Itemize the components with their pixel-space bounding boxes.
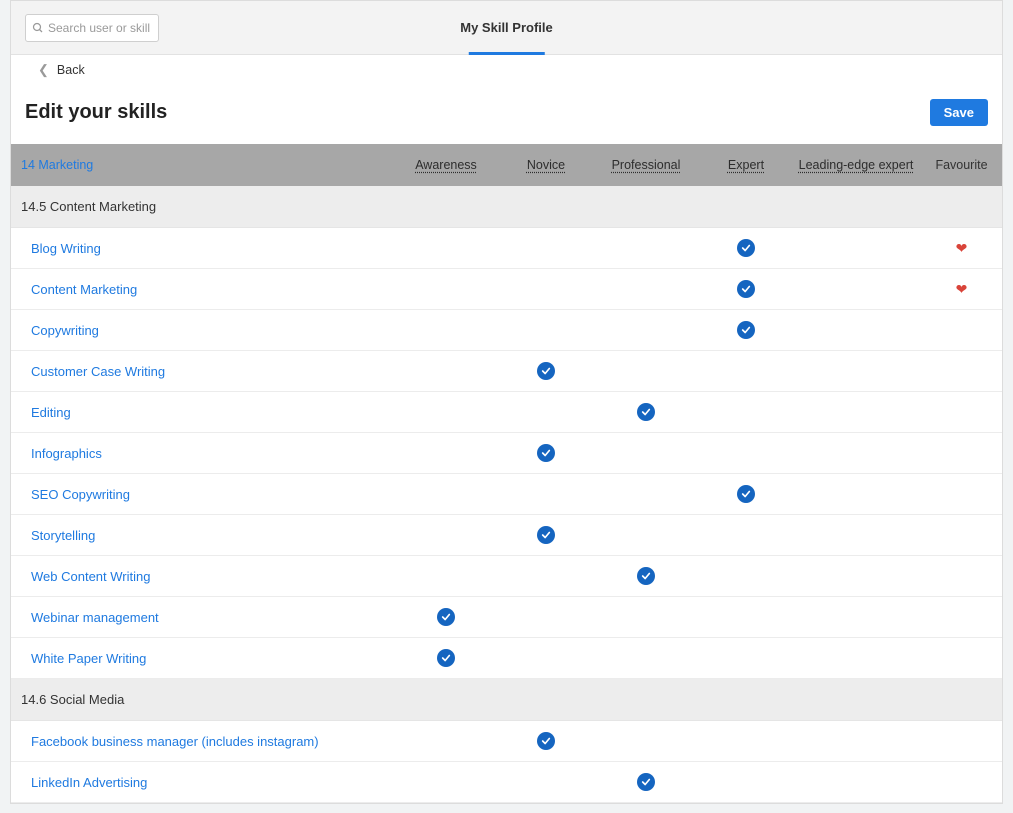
skill-row: Editing [11,392,1002,433]
tab-label: My Skill Profile [460,20,552,35]
col-professional[interactable]: Professional [591,158,701,172]
search-input[interactable] [48,21,152,35]
check-icon [737,321,755,339]
level-cell-professional[interactable] [591,567,701,585]
check-icon [737,485,755,503]
heart-icon: ❤ [956,240,968,257]
back-label: Back [57,63,85,77]
check-icon [537,362,555,380]
check-icon [537,444,555,462]
check-icon [637,773,655,791]
check-icon [637,567,655,585]
skill-row: SEO Copywriting [11,474,1002,515]
level-cell-expert[interactable] [701,239,791,257]
favourite-cell[interactable]: ❤ [921,240,1002,257]
section-header: 14.5 Content Marketing [11,186,1002,228]
level-cell-novice[interactable] [501,732,591,750]
col-favourite: Favourite [921,158,1002,172]
level-cell-professional[interactable] [591,773,701,791]
skill-row: Copywriting [11,310,1002,351]
skill-row: Storytelling [11,515,1002,556]
skill-name-link[interactable]: Editing [11,405,391,420]
skill-name-link[interactable]: Content Marketing [11,282,391,297]
skill-name-link[interactable]: Copywriting [11,323,391,338]
check-icon [537,732,555,750]
tab-my-skill-profile[interactable]: My Skill Profile [460,1,552,54]
level-cell-awareness[interactable] [391,649,501,667]
back-link[interactable]: ❮ Back [11,55,1002,85]
skill-name-link[interactable]: White Paper Writing [11,651,391,666]
skill-row: Webinar management [11,597,1002,638]
skill-name-link[interactable]: Facebook business manager (includes inst… [11,734,391,749]
chevron-left-icon: ❮ [38,62,49,78]
level-cell-novice[interactable] [501,362,591,380]
skill-row: White Paper Writing [11,638,1002,679]
top-bar: My Skill Profile [11,1,1002,55]
page-title: Edit your skills [25,101,167,124]
search-icon [32,22,44,34]
check-icon [737,280,755,298]
check-icon [737,239,755,257]
skill-row: Web Content Writing [11,556,1002,597]
favourite-cell[interactable]: ❤ [921,281,1002,298]
level-cell-expert[interactable] [701,321,791,339]
skill-row: Content Marketing ❤ [11,269,1002,310]
save-button[interactable]: Save [930,99,988,126]
skill-name-link[interactable]: Web Content Writing [11,569,391,584]
skill-row: LinkedIn Advertising [11,762,1002,803]
level-cell-awareness[interactable] [391,608,501,626]
tab-active-underline [468,52,544,55]
skill-row: Facebook business manager (includes inst… [11,721,1002,762]
check-icon [437,608,455,626]
skill-name-link[interactable]: SEO Copywriting [11,487,391,502]
section-header: 14.6 Social Media [11,679,1002,721]
skills-rows: 14.5 Content MarketingBlog Writing❤Conte… [11,186,1002,803]
level-cell-expert[interactable] [701,280,791,298]
check-icon [537,526,555,544]
col-awareness[interactable]: Awareness [391,158,501,172]
search-box[interactable] [25,14,159,42]
col-leading-edge[interactable]: Leading-edge expert [791,158,921,172]
category-link[interactable]: 14 Marketing [21,158,93,172]
check-icon [637,403,655,421]
level-cell-expert[interactable] [701,485,791,503]
level-cell-novice[interactable] [501,444,591,462]
skills-table-header: 14 Marketing Awareness Novice Profession… [11,144,1002,186]
skill-row: Customer Case Writing [11,351,1002,392]
skill-name-link[interactable]: Storytelling [11,528,391,543]
check-icon [437,649,455,667]
heart-icon: ❤ [956,281,968,298]
title-row: Edit your skills Save [11,85,1002,144]
skill-row: Infographics [11,433,1002,474]
col-novice[interactable]: Novice [501,158,591,172]
skill-name-link[interactable]: Infographics [11,446,391,461]
skill-name-link[interactable]: LinkedIn Advertising [11,775,391,790]
skill-name-link[interactable]: Blog Writing [11,241,391,256]
col-expert[interactable]: Expert [701,158,791,172]
skill-name-link[interactable]: Customer Case Writing [11,364,391,379]
skill-name-link[interactable]: Webinar management [11,610,391,625]
level-cell-novice[interactable] [501,526,591,544]
skill-row: Blog Writing ❤ [11,228,1002,269]
level-cell-professional[interactable] [591,403,701,421]
